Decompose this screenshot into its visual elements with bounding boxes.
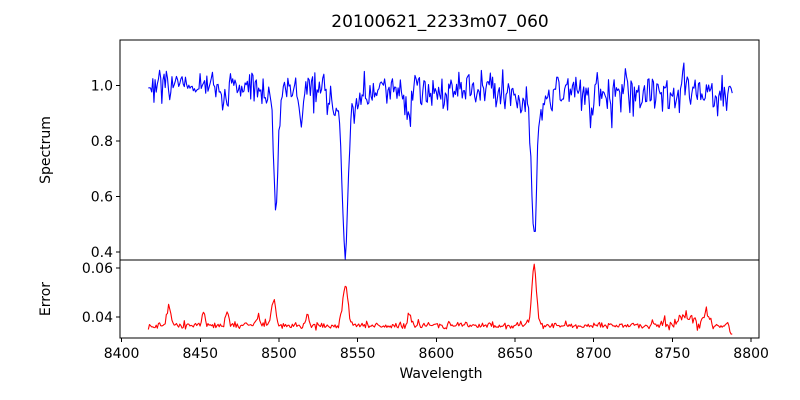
spectrum-axes-spine [119,39,760,261]
x-tick-label: 8700 [576,346,612,362]
chart-title: 20100621_2233m07_060 [331,12,549,32]
x-tick-label: 8550 [340,346,376,362]
x-axis-label: Wavelength [399,366,483,382]
spectrum-line [148,62,733,260]
x-tick-label: 8500 [261,346,297,362]
y-tick-label: 0.4 [91,245,113,261]
y-tick-label: 0.6 [91,189,113,205]
y-tick-label: 1.0 [91,78,113,94]
x-tick-label: 8650 [497,346,533,362]
y-tick-label: 0.8 [91,134,113,150]
error-axes-spine [119,259,760,339]
x-tick-label: 8750 [655,346,691,362]
x-tick-label: 8800 [733,346,769,362]
y-tick-label: 0.06 [82,261,113,277]
error-line [147,263,733,335]
x-tick-label: 8450 [182,346,218,362]
y-tick-label: 0.04 [82,310,113,326]
x-tick-label: 8600 [419,346,455,362]
x-tick-label: 8400 [104,346,140,362]
